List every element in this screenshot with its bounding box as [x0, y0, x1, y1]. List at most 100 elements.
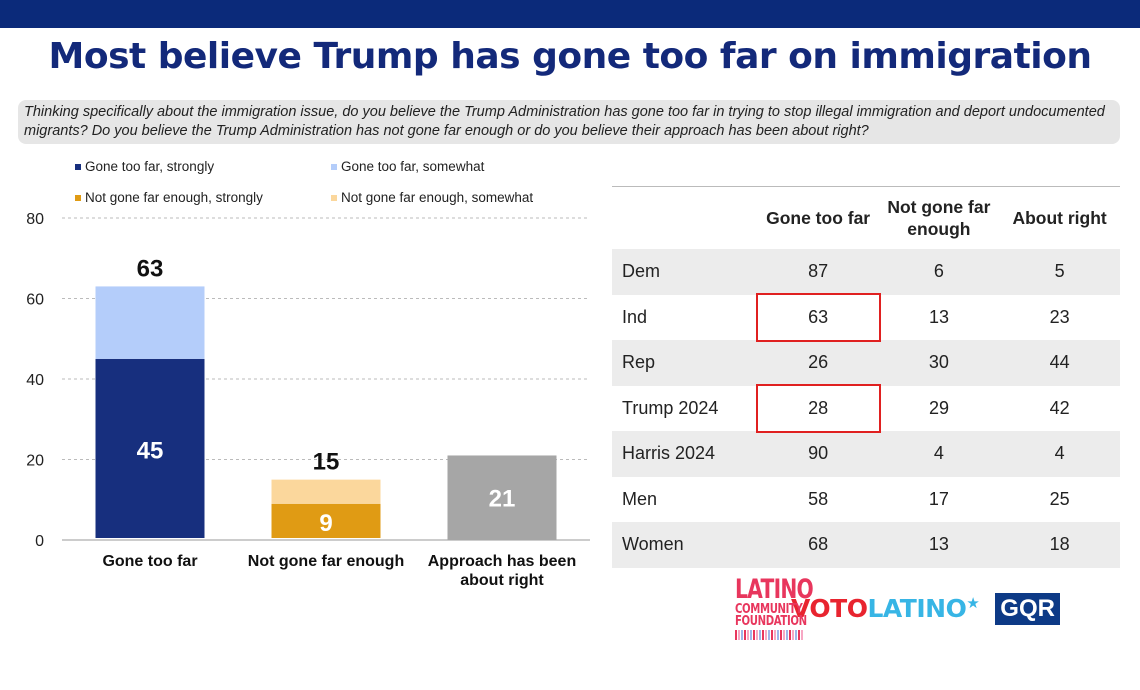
- table-row: Harris 2024 90 4 4: [612, 431, 1120, 477]
- survey-question: Thinking specifically about the immigrat…: [18, 100, 1120, 144]
- lcf-text: COMMUNITY: [735, 600, 803, 617]
- cell-value: 44: [1049, 352, 1070, 373]
- header-about-right: About right: [1012, 208, 1107, 228]
- bar-segment: [95, 286, 205, 359]
- y-tick-label: 20: [26, 453, 44, 470]
- legend-item: Gone too far, strongly: [75, 159, 214, 174]
- legend-item: Not gone far enough, somewhat: [331, 190, 533, 205]
- cell-value: 30: [928, 352, 949, 373]
- lcf-text: FOUNDATION: [735, 613, 807, 630]
- bar-segment: [447, 455, 557, 540]
- cell: 5: [999, 261, 1120, 282]
- cell: 44: [999, 352, 1120, 373]
- y-tick-label: 40: [26, 372, 44, 389]
- cell: 6: [878, 261, 999, 282]
- logos: LATINO COMMUNITY FOUNDATION VOTOLATINO★ GQ…: [735, 574, 1060, 641]
- cell: 18: [999, 534, 1120, 555]
- bar-segment: [95, 358, 205, 538]
- table-row: Men 58 17 25: [612, 477, 1120, 523]
- row-label: Women: [622, 534, 684, 555]
- bar-total-label: 15: [313, 449, 340, 476]
- cell: 28: [755, 383, 881, 433]
- crosstab-table: Gone too far Not gone far enough About r…: [612, 186, 1120, 568]
- y-tick-label: 60: [26, 292, 44, 309]
- voto-latino-logo: VOTOLATINO★: [791, 594, 980, 624]
- row-label: Trump 2024: [622, 397, 719, 418]
- latino-text: LATINO: [867, 594, 967, 624]
- cell-value: 17: [928, 488, 949, 509]
- cell: 63: [755, 292, 881, 342]
- legend-item: Gone too far, somewhat: [331, 159, 484, 174]
- latino-community-foundation-logo: LATINO COMMUNITY FOUNDATION: [735, 574, 814, 641]
- lcf-text: LATINO: [735, 574, 814, 605]
- cell: 4: [878, 443, 999, 464]
- header-not-far-enough: Not gone far enough: [887, 197, 991, 239]
- bar-value-label: 21: [489, 486, 516, 513]
- row-label: Ind: [622, 306, 648, 327]
- legend-label: Not gone far enough, somewhat: [341, 190, 534, 205]
- legend-label: Gone too far, somewhat: [341, 159, 485, 174]
- cell: 13: [879, 307, 1000, 328]
- x-category-label: Gone too far: [102, 553, 197, 570]
- top-bar: [0, 0, 1140, 28]
- legend-swatch: [75, 163, 81, 170]
- cell-value: 25: [1049, 488, 1070, 509]
- header-gone-too-far: Gone too far: [766, 208, 871, 228]
- cell: 87: [758, 261, 879, 282]
- cell: 90: [758, 443, 879, 464]
- page-title: Most believe Trump has gone too far on i…: [48, 36, 1092, 77]
- table-row: Ind 63 13 23: [612, 292, 1120, 342]
- cell-value: 5: [1054, 261, 1065, 282]
- bar-segment: [271, 479, 381, 504]
- x-category-label: Approach has been about right: [428, 553, 576, 589]
- cell-value: 13: [928, 534, 949, 555]
- cell-value: 6: [933, 261, 944, 282]
- cell-value: 42: [1049, 397, 1070, 418]
- bar-total-label: 63: [137, 255, 164, 282]
- bar-chart: 0 20 40 60 80 45 63 Gone too far 9 15 Not gone far…: [26, 211, 590, 589]
- row-label: Rep: [622, 352, 656, 373]
- cell: 4: [999, 443, 1120, 464]
- cell-value: 87: [808, 261, 829, 282]
- table-row: Rep 26 30 44: [612, 340, 1120, 386]
- bar-segment: [271, 503, 381, 538]
- row-label: Men: [622, 488, 658, 509]
- cell-value: 26: [808, 352, 829, 373]
- cell-value: 68: [808, 534, 829, 555]
- row-label: Dem: [622, 261, 661, 282]
- cell: 26: [758, 352, 879, 373]
- table-row: Trump 2024 28 29 42: [612, 383, 1120, 433]
- highlight-box: 63: [755, 292, 881, 342]
- legend-swatch: [75, 194, 81, 201]
- cell-value: 23: [1049, 306, 1070, 327]
- x-category-label: Not gone far enough: [248, 553, 404, 570]
- cell-value: 90: [808, 443, 829, 464]
- cell: 13: [878, 534, 999, 555]
- cell-value: 4: [1054, 443, 1065, 464]
- table-row: Dem 87 6 5: [612, 249, 1120, 295]
- cell-value: 58: [808, 488, 829, 509]
- cell: 58: [758, 489, 879, 510]
- cell: 25: [999, 489, 1120, 510]
- cell: 17: [878, 489, 999, 510]
- y-tick-label: 0: [35, 533, 44, 550]
- legend-swatch: [331, 163, 337, 170]
- legend-label: Gone too far, strongly: [85, 159, 215, 174]
- gqr-logo: GQR: [995, 592, 1060, 625]
- legend-swatch: [331, 194, 337, 201]
- legend-label: Not gone far enough, strongly: [85, 190, 263, 205]
- table-header: Gone too far Not gone far enough About r…: [612, 187, 1120, 249]
- cell-value: 13: [928, 306, 949, 327]
- voto-text: VOTO: [791, 594, 868, 624]
- highlight-box: 28: [755, 383, 881, 433]
- bar-value-label: 9: [319, 510, 332, 537]
- cell: 30: [878, 352, 999, 373]
- cell: 68: [758, 534, 879, 555]
- cell: 42: [999, 398, 1120, 419]
- y-tick-label: 80: [26, 211, 44, 228]
- legend-item: Not gone far enough, strongly: [75, 190, 263, 205]
- cell-value: 4: [933, 443, 944, 464]
- cell: 23: [999, 307, 1120, 328]
- row-label: Harris 2024: [622, 443, 716, 464]
- table-row: Women 68 13 18: [612, 522, 1120, 568]
